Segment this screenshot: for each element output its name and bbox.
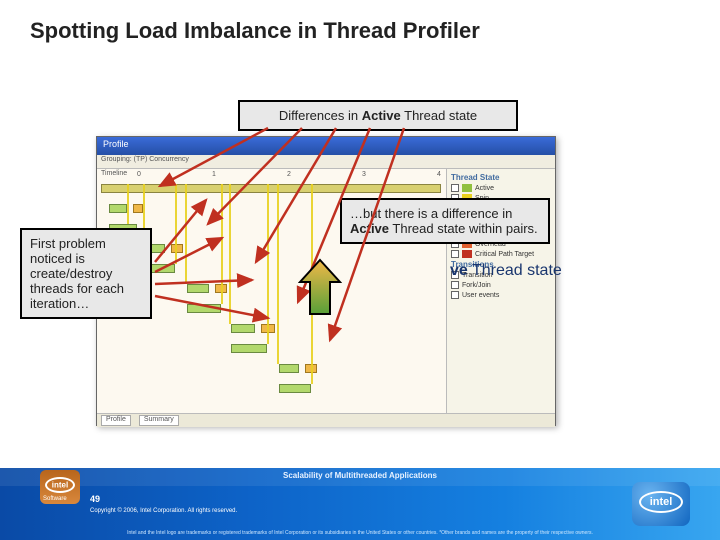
legend-label: User events bbox=[462, 292, 499, 299]
callout-top-post: Thread state bbox=[401, 108, 477, 123]
thread-bar[interactable] bbox=[187, 284, 209, 293]
big-up-arrow-icon bbox=[298, 258, 342, 318]
callout-top-pre: Differences in bbox=[279, 108, 362, 123]
legend-item[interactable]: Active bbox=[451, 184, 551, 192]
page-number: 49 bbox=[90, 494, 100, 504]
side-label: ve Thread state bbox=[450, 262, 562, 280]
axis-tick: 2 bbox=[287, 171, 291, 178]
software-label: Software bbox=[43, 496, 67, 502]
callout-top-bold: Active bbox=[362, 108, 401, 123]
legend-item[interactable]: Fork/Join bbox=[451, 281, 551, 289]
legend-swatch bbox=[462, 250, 472, 258]
checkbox-icon[interactable] bbox=[451, 184, 459, 192]
callout-right-post: Thread state within pairs. bbox=[389, 221, 538, 236]
checkbox-icon[interactable] bbox=[451, 250, 459, 258]
intel-software-logo: intel Software bbox=[40, 470, 80, 504]
callout-right-pre: …but there is a difference in bbox=[350, 206, 512, 221]
callout-left: First problem noticed is create/destroy … bbox=[20, 228, 152, 319]
transition-line bbox=[277, 184, 279, 364]
legend-item[interactable]: Critical Path Target bbox=[451, 250, 551, 258]
transition-line bbox=[175, 184, 177, 264]
callout-top: Differences in Active Thread state bbox=[238, 100, 518, 131]
transition-line bbox=[185, 184, 187, 284]
legend-heading: Thread State bbox=[451, 173, 551, 182]
axis-tick: 4 bbox=[437, 171, 441, 178]
intel-logo: intel bbox=[632, 482, 690, 526]
transition-line bbox=[267, 184, 269, 344]
legend-item[interactable]: User events bbox=[451, 291, 551, 299]
transition-line bbox=[127, 184, 129, 224]
profiler-titlebar[interactable]: Profile bbox=[97, 137, 555, 155]
intel-logo-text-big: intel bbox=[650, 496, 673, 508]
slide-title: Spotting Load Imbalance in Thread Profil… bbox=[30, 18, 480, 44]
slide: Spotting Load Imbalance in Thread Profil… bbox=[0, 0, 720, 540]
legend-swatch bbox=[462, 184, 472, 192]
thread-bar[interactable] bbox=[231, 344, 267, 353]
trademark: Intel and the Intel logo are trademarks … bbox=[46, 530, 674, 536]
thread-bar[interactable] bbox=[101, 184, 441, 193]
timeline-label: Timeline bbox=[101, 170, 127, 177]
callout-right-bold: Active bbox=[350, 221, 389, 236]
transition-line bbox=[221, 184, 223, 304]
axis-tick: 1 bbox=[212, 171, 216, 178]
thread-bar[interactable] bbox=[133, 204, 143, 213]
profiler-statusbar: Profile Summary bbox=[97, 413, 555, 427]
side-label-rest: Thread state bbox=[468, 262, 562, 279]
tab-summary[interactable]: Summary bbox=[139, 415, 179, 426]
copyright: Copyright © 2006, Intel Corporation. All… bbox=[90, 508, 237, 514]
thread-bar[interactable] bbox=[171, 244, 183, 253]
legend-label: Active bbox=[475, 185, 494, 192]
legend-label: Fork/Join bbox=[462, 282, 491, 289]
intel-logo-text: intel bbox=[52, 481, 68, 490]
profiler-toolbar[interactable]: Grouping: (TP) Concurrency bbox=[97, 155, 555, 169]
tab-profile[interactable]: Profile bbox=[101, 415, 131, 426]
footer-band: Scalability of Multithreaded Application… bbox=[0, 468, 720, 486]
transition-line bbox=[229, 184, 231, 324]
footer: Scalability of Multithreaded Application… bbox=[0, 468, 720, 540]
legend-label: Critical Path Target bbox=[475, 251, 534, 258]
thread-bar[interactable] bbox=[279, 364, 299, 373]
checkbox-icon[interactable] bbox=[451, 281, 459, 289]
thread-bar[interactable] bbox=[231, 324, 255, 333]
callout-right: …but there is a difference in Active Thr… bbox=[340, 198, 550, 244]
thread-bar[interactable] bbox=[187, 304, 221, 313]
thread-bar[interactable] bbox=[279, 384, 311, 393]
thread-bar[interactable] bbox=[109, 204, 127, 213]
axis-tick: 0 bbox=[137, 171, 141, 178]
side-label-bold: ve bbox=[450, 262, 468, 279]
checkbox-icon[interactable] bbox=[451, 291, 459, 299]
axis-tick: 3 bbox=[362, 171, 366, 178]
